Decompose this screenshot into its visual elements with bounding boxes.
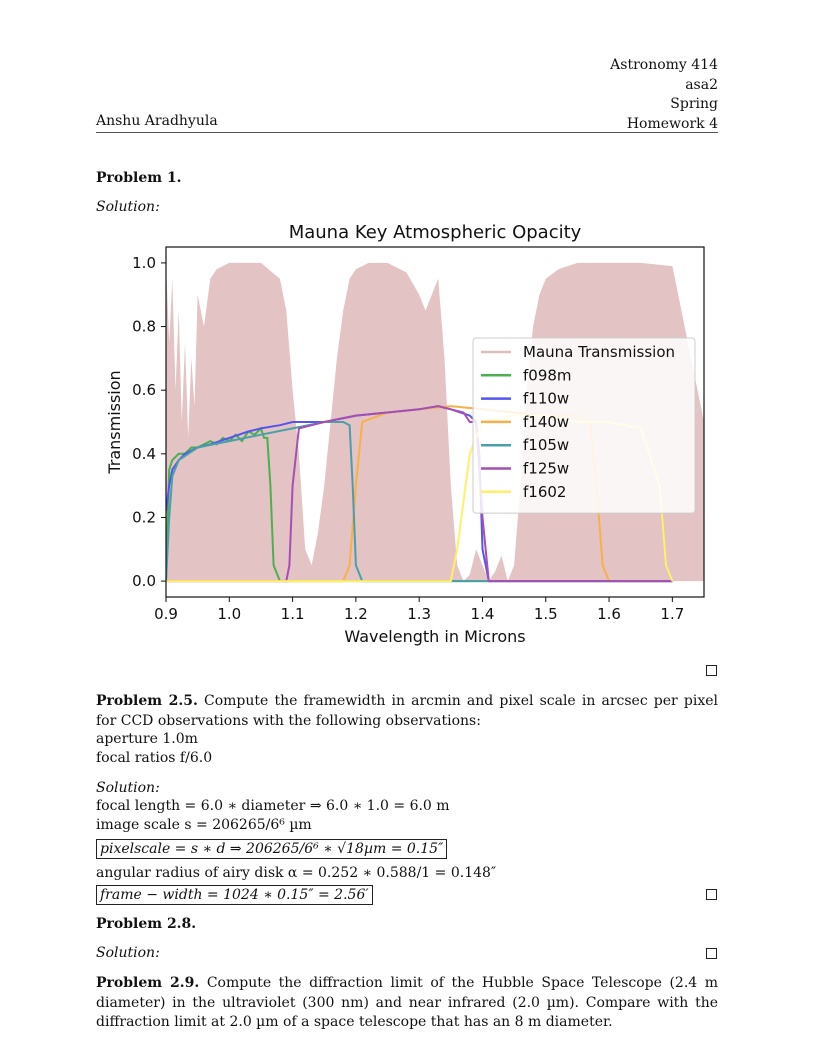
problem-2-9: Problem 2.9. Compute the diffraction lim… [96, 974, 718, 1033]
x-tick-label: 1.1 [281, 605, 305, 623]
problem-1-solution-label: Solution: [96, 199, 160, 215]
problem-2-5-focal-ratio: focal ratios f/6.0 [96, 750, 213, 766]
x-tick-label: 1.5 [534, 605, 558, 623]
legend-label: f1602 [523, 483, 566, 501]
problem-2-5-title: Problem 2.5. [96, 693, 198, 709]
problem-2-8-title: Problem 2.8. [96, 916, 197, 932]
problem-2-5-aperture: aperture 1.0m [96, 731, 198, 747]
problem-2-5: Problem 2.5. Compute the framewidth in a… [96, 692, 718, 731]
y-tick-label: 1.0 [132, 254, 156, 272]
y-tick-label: 0.4 [132, 445, 156, 463]
problem-2-9-text: Compute the diffraction limit of the Hub… [96, 975, 718, 1030]
chart-title: Mauna Key Atmospheric Opacity [289, 222, 582, 243]
qed-box [706, 948, 717, 959]
y-tick-label: 0.8 [132, 318, 156, 336]
x-tick-label: 1.4 [471, 605, 495, 623]
legend-label: Mauna Transmission [523, 343, 675, 361]
assignment-name: Homework 4 [626, 115, 718, 132]
y-tick-label: 0.0 [132, 572, 156, 590]
netid: asa2 [685, 76, 718, 93]
frame-width-result: frame − width = 1024 ∗ 0.15″ = 2.56′ [96, 884, 373, 905]
y-axis-label: Transmission [105, 370, 124, 474]
course-name: Astronomy 414 [610, 57, 718, 73]
focal-length-equation: focal length = 6.0 ∗ diameter ⇒ 6.0 ∗ 1.… [96, 798, 450, 814]
legend-box [472, 337, 696, 514]
x-tick-label: 1.3 [407, 605, 431, 623]
header-right: Astronomy 414 asa2 Spring Homework 4 [610, 56, 718, 134]
legend-label: f105w [523, 436, 569, 454]
pixel-scale-result: pixelscale = s ∗ d ⇒ 206265/6⁶ ∗ √18µm =… [96, 838, 448, 859]
x-tick-label: 1.6 [597, 605, 621, 623]
term: Spring [670, 96, 718, 112]
image-scale-equation: image scale s = 206265/6⁶ µm [96, 817, 312, 833]
y-tick-label: 0.6 [132, 381, 156, 399]
legend-label: f140w [523, 413, 569, 431]
author-name: Anshu Aradhyula [96, 113, 218, 129]
legend-label: f098m [523, 366, 572, 384]
frame-width-equation: frame − width = 1024 ∗ 0.15″ = 2.56′ [96, 885, 373, 905]
y-tick-label: 0.2 [132, 508, 156, 526]
x-tick-label: 1.0 [217, 605, 241, 623]
pixel-scale-equation: pixelscale = s ∗ d ⇒ 206265/6⁶ ∗ √18µm =… [96, 839, 448, 859]
legend-label: f110w [523, 390, 569, 408]
x-tick-label: 1.2 [344, 605, 368, 623]
plot-frame [165, 246, 705, 598]
problem-2-9-title: Problem 2.9. [96, 975, 200, 991]
problem-2-5-solution-label: Solution: [96, 780, 160, 796]
problem-1-title: Problem 1. [96, 170, 182, 186]
problem-2-8-solution-label: Solution: [96, 945, 160, 961]
problem-2-5-text: Compute the framewidth in arcmin and pix… [96, 693, 718, 729]
header-rule [96, 132, 718, 133]
qed-box [706, 665, 717, 676]
x-tick-label: 0.9 [154, 605, 178, 623]
legend-label: f125w [523, 460, 569, 478]
x-axis-label: Wavelength in Microns [344, 627, 525, 646]
transmission-chart: Mauna Key Atmospheric Opacity 0.9 1.0 1.1 1… [105, 222, 705, 646]
x-tick-label: 1.7 [660, 605, 684, 623]
qed-box [706, 889, 717, 900]
airy-disk-equation: angular radius of airy disk α = 0.252 ∗ … [96, 865, 497, 881]
